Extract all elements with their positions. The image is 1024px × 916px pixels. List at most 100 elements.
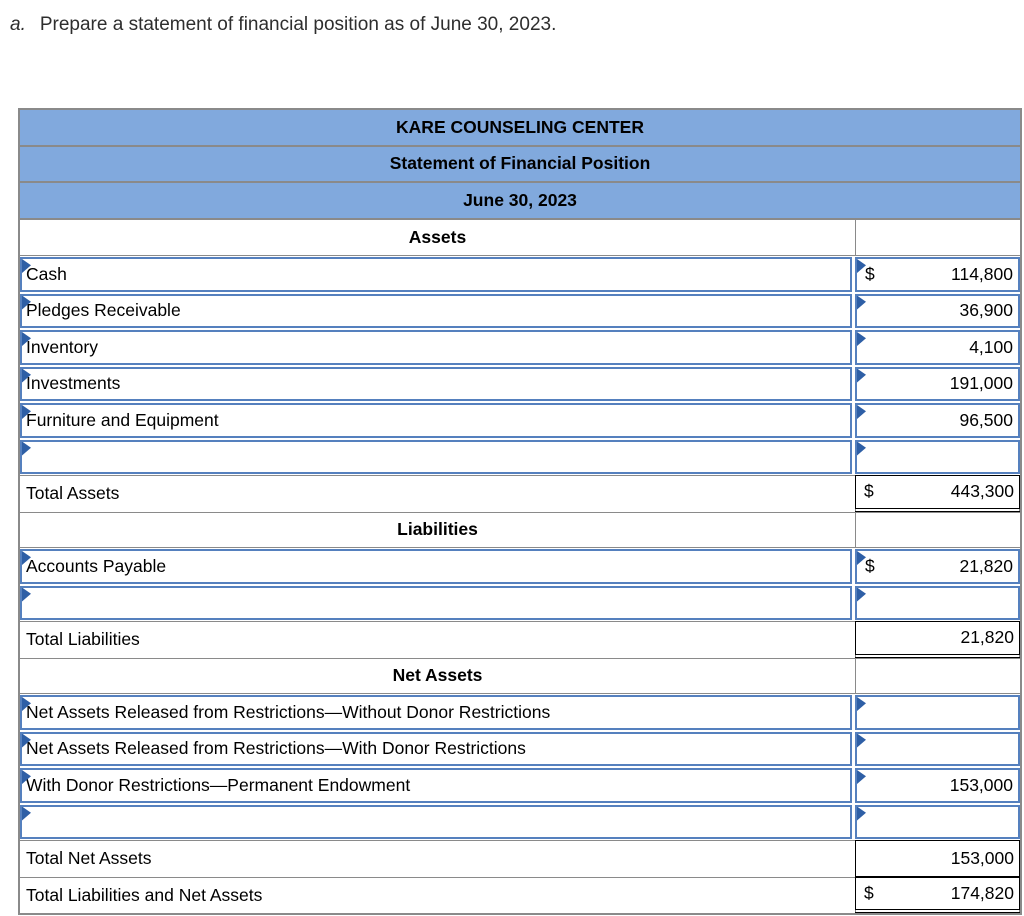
- row-total-liabilities: Total Liabilities 21,820: [20, 621, 1020, 658]
- amount-cell-container: 153,000: [855, 767, 1020, 804]
- amount-text: 4,100: [969, 336, 1013, 357]
- amount-cell[interactable]: 153,000: [855, 768, 1020, 803]
- amount-cell[interactable]: [855, 439, 1020, 474]
- row-blank-liabilities: [20, 584, 1020, 622]
- total-label: Total Assets: [26, 483, 120, 504]
- total-label-cell: Total Net Assets: [20, 841, 855, 877]
- statement-date-row: June 30, 2023: [20, 183, 1020, 220]
- amount-text: 443,300: [950, 481, 1014, 502]
- section-title-cell: Net Assets: [20, 659, 855, 694]
- row-investments: Investments 191,000: [20, 365, 1020, 403]
- account-title-cell[interactable]: Inventory: [20, 330, 852, 365]
- cell-marker-icon: [857, 368, 866, 383]
- instruction-text: Prepare a statement of financial positio…: [39, 14, 557, 35]
- amount-cell[interactable]: 191,000: [855, 366, 1020, 401]
- amount-text: 36,900: [959, 300, 1013, 321]
- total-amount-cell: 21,820: [855, 621, 1020, 658]
- cell-marker-icon: [22, 332, 31, 346]
- total-label-cell: Total Liabilities: [20, 622, 855, 658]
- section-title: Assets: [408, 226, 467, 247]
- account-title-cell[interactable]: Furniture and Equipment: [20, 403, 852, 438]
- cell-marker-icon: [857, 332, 866, 346]
- account-title-cell[interactable]: Investments: [20, 366, 852, 401]
- account-title-cell[interactable]: With Donor Restrictions—Permanent Endowm…: [20, 768, 852, 803]
- cell-marker-icon: [857, 733, 866, 748]
- cell-marker-icon: [857, 770, 866, 784]
- org-title: KARE COUNSELING CENTER: [396, 116, 644, 137]
- label-cell-container: [20, 585, 855, 622]
- org-title-row: KARE COUNSELING CENTER: [20, 110, 1020, 147]
- amount-text: 153,000: [949, 774, 1013, 795]
- cell-marker-icon: [22, 441, 31, 456]
- section-title-cell: Liabilities: [20, 513, 855, 548]
- account-title-text: Net Assets Released from Restrictions—Wi…: [26, 701, 551, 722]
- amount-cell[interactable]: 36,900: [855, 293, 1020, 328]
- amount-cell[interactable]: [855, 585, 1020, 620]
- amount-cell-container: [855, 731, 1020, 768]
- row-blank-assets: [20, 438, 1020, 475]
- amount-cell-container: 4,100: [855, 329, 1020, 366]
- amount-cell[interactable]: [855, 695, 1020, 730]
- row-net-assets-header: Net Assets: [20, 657, 1020, 694]
- row-total-liabilities-and-net-assets: Total Liabilities and Net Assets $ 174,8…: [20, 876, 1020, 913]
- account-title-text: Inventory: [26, 336, 98, 357]
- cell-marker-icon: [857, 806, 866, 821]
- total-label: Total Net Assets: [26, 848, 152, 869]
- total-label: Total Liabilities: [26, 629, 140, 650]
- row-permanent-endowment: With Donor Restrictions—Permanent Endowm…: [20, 767, 1020, 804]
- section-empty-amount-cell: [855, 512, 1020, 547]
- account-title-cell[interactable]: [20, 439, 852, 474]
- cell-marker-icon: [22, 587, 31, 602]
- account-title-text: Net Assets Released from Restrictions—Wi…: [26, 738, 526, 759]
- label-cell-container: Inventory: [20, 329, 855, 366]
- currency-symbol: $: [864, 481, 874, 502]
- total-amount-cell: 153,000: [855, 840, 1020, 877]
- total-amount-cell: $ 174,820: [855, 876, 1020, 913]
- label-cell-container: Pledges Receivable: [20, 293, 855, 330]
- section-title: Liabilities: [397, 519, 478, 540]
- amount-cell-container: [855, 804, 1020, 841]
- label-cell-container: Accounts Payable: [20, 548, 855, 585]
- row-furniture-and-equipment: Furniture and Equipment 96,500: [20, 402, 1020, 439]
- statement-title-row: Statement of Financial Position: [20, 146, 1020, 183]
- account-title-text: Furniture and Equipment: [26, 409, 219, 430]
- label-cell-container: Cash: [20, 256, 855, 293]
- cell-marker-icon: [857, 295, 866, 310]
- cell-marker-icon: [857, 259, 866, 273]
- amount-cell-container: $ 21,820: [855, 548, 1020, 585]
- cell-marker-icon: [857, 441, 866, 456]
- statement-date: June 30, 2023: [463, 189, 577, 210]
- row-pledges-receivable: Pledges Receivable 36,900: [20, 292, 1020, 330]
- amount-cell-container: [855, 585, 1020, 622]
- row-released-without-donor-restrictions: Net Assets Released from Restrictions—Wi…: [20, 694, 1020, 731]
- cell-marker-icon: [22, 733, 31, 748]
- amount-cell-container: $ 114,800: [855, 256, 1020, 293]
- amount-cell[interactable]: $ 21,820: [855, 549, 1020, 584]
- total-label-cell: Total Assets: [20, 476, 855, 512]
- account-title-cell[interactable]: [20, 585, 852, 620]
- amount-text: 21,820: [960, 627, 1014, 648]
- account-title-cell[interactable]: Cash: [20, 257, 852, 292]
- cell-marker-icon: [22, 259, 31, 273]
- amount-cell[interactable]: [855, 804, 1020, 839]
- statement-of-financial-position-table: KARE COUNSELING CENTER Statement of Fina…: [18, 108, 1022, 915]
- account-title-text: Investments: [26, 373, 121, 394]
- statement-title: Statement of Financial Position: [389, 153, 651, 174]
- account-title-cell[interactable]: Pledges Receivable: [20, 293, 852, 328]
- currency-symbol: $: [864, 882, 874, 903]
- amount-cell[interactable]: [855, 731, 1020, 766]
- cell-marker-icon: [22, 295, 31, 310]
- section-title-cell: Assets: [20, 220, 855, 256]
- account-title-cell[interactable]: Net Assets Released from Restrictions—Wi…: [20, 695, 852, 730]
- account-title-text: Accounts Payable: [26, 555, 167, 576]
- cell-marker-icon: [857, 551, 866, 565]
- amount-cell[interactable]: 4,100: [855, 330, 1020, 365]
- account-title-cell[interactable]: Accounts Payable: [20, 549, 852, 584]
- label-cell-container: Net Assets Released from Restrictions—Wi…: [20, 731, 855, 768]
- row-blank-net-assets: [20, 803, 1020, 841]
- account-title-cell[interactable]: Net Assets Released from Restrictions—Wi…: [20, 731, 852, 766]
- amount-cell[interactable]: $ 114,800: [855, 257, 1020, 292]
- amount-cell-container: 191,000: [855, 366, 1020, 403]
- account-title-cell[interactable]: [20, 804, 852, 839]
- amount-cell[interactable]: 96,500: [855, 403, 1020, 438]
